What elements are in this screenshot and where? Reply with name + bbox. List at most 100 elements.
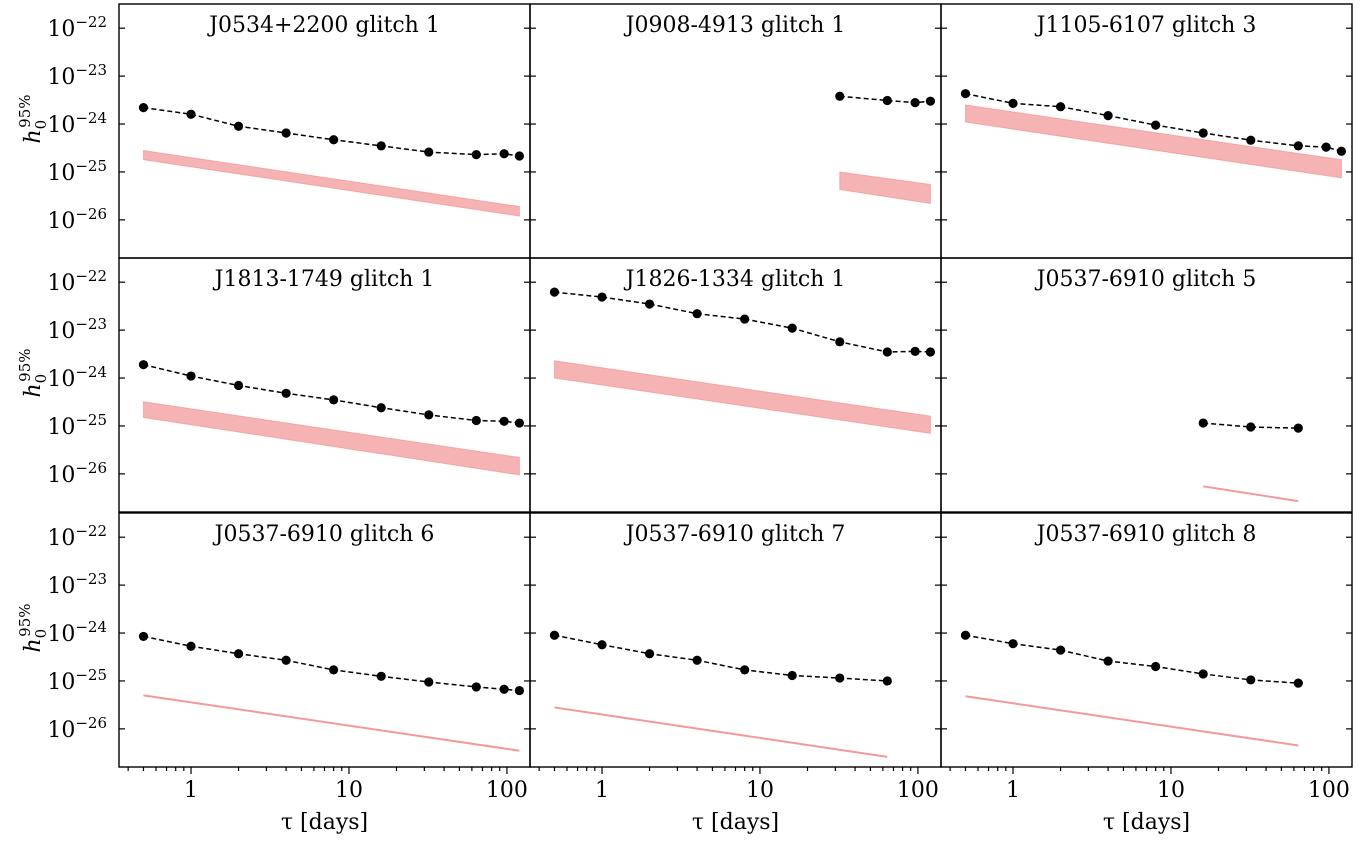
upper-limit-point (424, 410, 434, 420)
upper-limit-point (499, 416, 509, 426)
upper-limit-point (233, 121, 244, 131)
chart-panel: 1 10 100 τ [days] J0537-6910 glitch 8 (940, 512, 1353, 835)
upper-limit-point (1198, 128, 1208, 138)
upper-limit-point (644, 299, 655, 309)
upper-limit-point (424, 147, 434, 157)
upper-limit-point (1293, 141, 1303, 151)
chart-panel: 1 10 100 τ [days] J0537-6910 glitch 7 (529, 512, 942, 835)
panel-title: J1813-1749 glitch 1 (213, 267, 435, 292)
chart-panel: J0908-4913 glitch 1 (529, 3, 942, 259)
upper-limit-point (471, 682, 481, 692)
upper-limit-point (644, 649, 655, 659)
y-tick-label: 10−23 (47, 61, 107, 90)
panel-title: J1826-1334 glitch 1 (624, 267, 846, 292)
expected-strain-line (1203, 485, 1299, 503)
panel-title: J0537-6910 glitch 6 (213, 522, 435, 547)
upper-limit-point (376, 671, 386, 681)
y-axis-label: h095% (16, 603, 50, 652)
upper-limit-point (514, 418, 525, 428)
y-tick-label: 10−23 (47, 570, 107, 599)
upper-limit-dashed-line (965, 634, 1299, 684)
confidence-band (142, 149, 520, 217)
upper-limit-point (514, 685, 525, 696)
upper-limit-point (835, 337, 845, 347)
upper-limit-point (882, 347, 892, 357)
upper-limit-point (233, 380, 244, 391)
x-tick-label: 100 (1308, 778, 1350, 803)
x-axis-label: τ [days] (1103, 810, 1190, 835)
upper-limit-dashed-line (143, 363, 520, 424)
upper-limit-point (1008, 98, 1018, 108)
upper-limit-point (835, 91, 845, 101)
upper-limit-point (740, 314, 750, 324)
panel-frame (940, 512, 1353, 768)
chart-panel: 10−22 10−23 10−24 10−25 10−26 h095% 1 10 100 τ [d… (16, 512, 531, 835)
upper-limit-point (499, 149, 509, 159)
upper-limit-point (376, 403, 386, 413)
x-tick-label: 1 (184, 778, 198, 803)
chart-panel: J1105-6107 glitch 3 (940, 3, 1353, 259)
x-tick-label: 10 (335, 778, 363, 803)
chart-panel: J0537-6910 glitch 5 (940, 257, 1353, 513)
upper-limit-point (233, 649, 244, 659)
upper-limit-point (329, 135, 339, 145)
panel-title: J0537-6910 glitch 7 (624, 522, 846, 547)
upper-limit-point (1246, 675, 1256, 685)
panel-title: J0908-4913 glitch 1 (624, 13, 846, 38)
confidence-band (964, 104, 1342, 179)
upper-limit-point (376, 141, 386, 151)
upper-limit-point (1246, 135, 1256, 145)
x-tick-label: 1 (595, 778, 609, 803)
upper-limit-point (1293, 423, 1303, 433)
confidence-band (142, 401, 520, 476)
upper-limit-point (471, 150, 481, 160)
y-axis-label: h095% (16, 348, 50, 397)
panel-title: J0537-6910 glitch 8 (1035, 522, 1257, 547)
upper-limit-point (281, 128, 291, 138)
panel-frame (529, 512, 942, 768)
upper-limit-point (424, 677, 434, 687)
confidence-band (553, 360, 931, 434)
upper-limit-dashed-line (965, 92, 1342, 153)
y-tick-label: 10−25 (47, 157, 107, 186)
x-tick-label: 1 (1006, 778, 1020, 803)
upper-limit-dashed-line (839, 95, 931, 104)
y-tick-label: 10−26 (47, 459, 107, 488)
chart-panel: 10−22 10−23 10−24 10−25 10−26 h095% J0534+2200… (16, 3, 531, 259)
upper-limit-point (1151, 120, 1161, 130)
upper-limit-point (835, 673, 845, 683)
upper-limit-dashed-line (554, 291, 931, 353)
panel-frame (529, 257, 942, 513)
upper-limit-point (281, 388, 291, 398)
upper-limit-point (692, 655, 702, 665)
y-tick-label: 10−26 (47, 714, 107, 743)
upper-limit-point (1103, 110, 1113, 121)
upper-limit-point (960, 630, 971, 640)
upper-limit-point (138, 360, 149, 370)
y-axis-label: h095% (16, 94, 50, 143)
panel-title: J0534+2200 glitch 1 (207, 13, 440, 38)
panel-frame (940, 257, 1353, 513)
panel-frame (118, 512, 531, 768)
panel-frame (118, 257, 531, 513)
upper-limit-point (787, 670, 797, 681)
x-axis-label: τ [days] (692, 810, 779, 835)
chart-panel: J1826-1334 glitch 1 (529, 257, 942, 513)
expected-strain-line (554, 706, 888, 758)
x-tick-label: 100 (897, 778, 939, 803)
confidence-band (839, 171, 931, 205)
upper-limit-point (597, 292, 607, 302)
upper-limit-point (186, 641, 196, 651)
expected-strain-line (143, 694, 520, 752)
upper-limit-point (329, 395, 339, 405)
upper-limit-point (549, 630, 560, 640)
upper-limit-point (960, 89, 971, 99)
panel-frame (118, 3, 531, 259)
panel-frame (529, 3, 942, 259)
upper-limit-point (1198, 418, 1208, 428)
upper-limit-point (910, 98, 920, 108)
y-tick-label: 10−25 (47, 666, 107, 695)
y-tick-label: 10−22 (47, 13, 107, 42)
panel-title: J0537-6910 glitch 5 (1035, 267, 1257, 292)
